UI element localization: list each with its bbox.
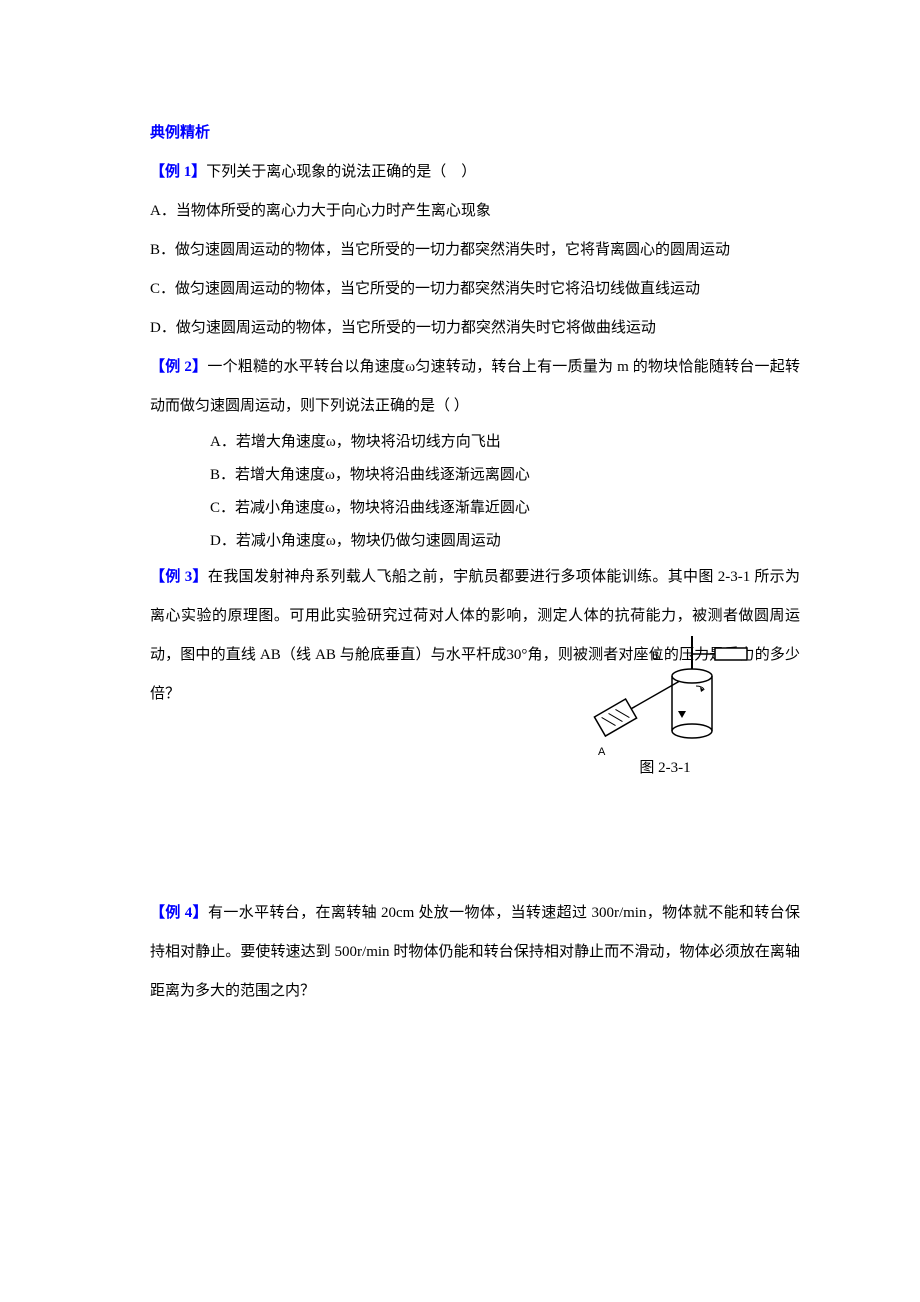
example-1-stem: 【例 1】下列关于离心现象的说法正确的是（ ） <box>150 153 800 192</box>
example-2-options: A．若增大角速度ω，物块将沿切线方向飞出 B．若增大角速度ω，物块将沿曲线逐渐远… <box>150 426 800 558</box>
section-title: 典例精析 <box>150 114 800 153</box>
example-1-option-d: D．做匀速圆周运动的物体，当它所受的一切力都突然消失时它将做曲线运动 <box>150 309 800 348</box>
example-3-angle: 30° <box>506 647 527 663</box>
section-title-text: 典例精析 <box>150 125 210 141</box>
example-2-option-b: B．若增大角速度ω，物块将沿曲线逐渐远离圆心 <box>210 459 800 492</box>
example-1-text: 下列关于离心现象的说法正确的是（ ） <box>206 164 476 180</box>
example-1-option-b: B．做匀速圆周运动的物体，当它所受的一切力都突然消失时，它将背离圆心的圆周运动 <box>150 231 800 270</box>
example-2-text: 一个粗糙的水平转台以角速度ω匀速转动，转台上有一质量为 m 的物块恰能随转台一起… <box>150 359 800 414</box>
example-2-label: 【例 2】 <box>150 359 207 375</box>
example-2-stem: 【例 2】一个粗糙的水平转台以角速度ω匀速转动，转台上有一质量为 m 的物块恰能… <box>150 348 800 426</box>
example-4-text: 有一水平转台，在离转轴 20cm 处放一物体，当转速超过 300r/min，物体… <box>150 905 800 999</box>
example-4-stem: 【例 4】有一水平转台，在离转轴 20cm 处放一物体，当转速超过 300r/m… <box>150 894 800 1011</box>
example-1-option-c: C．做匀速圆周运动的物体，当它所受的一切力都突然消失时它将沿切线做直线运动 <box>150 270 800 309</box>
figure-2-3-1: A B 图 2-3-1 <box>570 636 760 779</box>
example-4-label: 【例 4】 <box>150 905 208 921</box>
example-2-option-c: C．若减小角速度ω，物块将沿曲线逐渐靠近圆心 <box>210 492 800 525</box>
example-3-label: 【例 3】 <box>150 569 208 585</box>
figure-label-a: A <box>598 738 605 767</box>
figure-label-b: B <box>652 642 659 671</box>
example-2-option-a: A．若增大角速度ω，物块将沿切线方向飞出 <box>210 426 800 459</box>
example-1-option-a: A．当物体所受的离心力大于向心力时产生离心现象 <box>150 192 800 231</box>
example-1-label: 【例 1】 <box>150 164 206 180</box>
example-2-option-d: D．若减小角速度ω，物块仍做匀速圆周运动 <box>210 525 800 558</box>
